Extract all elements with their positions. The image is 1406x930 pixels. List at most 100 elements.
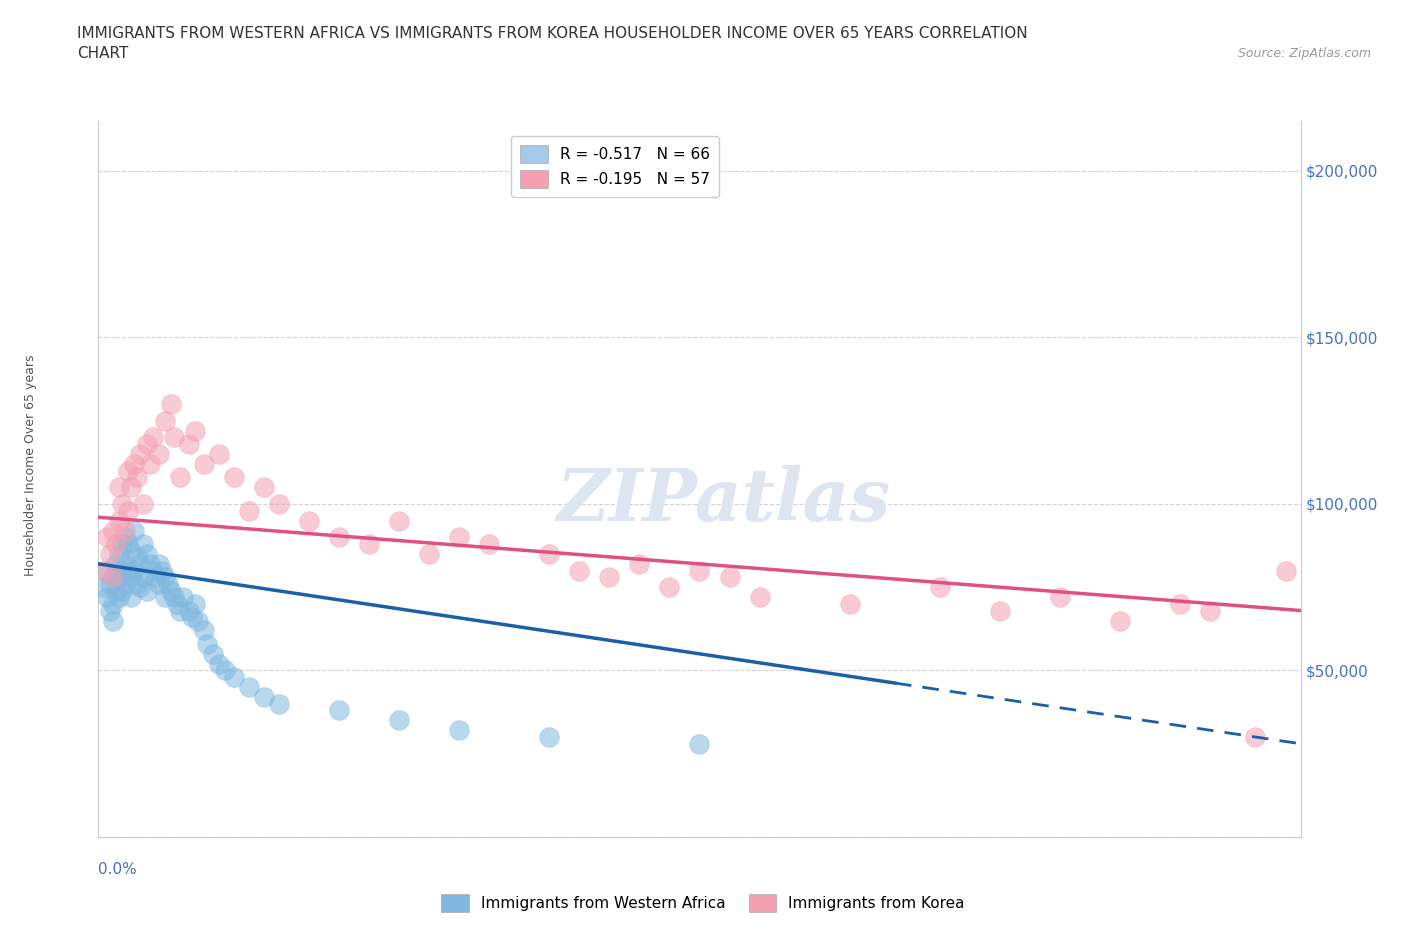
Point: [177, 436, 200, 451]
Point: [105, 583, 128, 598]
Point: [159, 396, 181, 411]
Point: [141, 563, 163, 578]
Point: [183, 596, 205, 611]
Point: [121, 590, 143, 604]
Point: [929, 579, 952, 594]
Point: [447, 723, 470, 737]
Point: [114, 530, 136, 545]
Text: CHART: CHART: [77, 46, 129, 61]
Point: [447, 530, 470, 545]
Point: [478, 537, 501, 551]
Point: [103, 570, 125, 585]
Point: [103, 524, 125, 538]
Point: [169, 470, 191, 485]
Point: [124, 524, 146, 538]
Point: [193, 457, 215, 472]
Legend: Immigrants from Western Africa, Immigrants from Korea: Immigrants from Western Africa, Immigran…: [434, 888, 972, 918]
Point: [328, 703, 350, 718]
Point: [172, 590, 194, 604]
Point: [298, 513, 321, 528]
Text: Householder Income Over 65 years: Householder Income Over 65 years: [24, 354, 38, 576]
Point: [1274, 563, 1296, 578]
Point: [195, 636, 218, 651]
Point: [108, 547, 131, 562]
Point: [127, 470, 149, 485]
Point: [100, 547, 122, 562]
Point: [108, 480, 131, 495]
Point: [100, 603, 122, 618]
Point: [96, 530, 118, 545]
Point: [129, 556, 152, 571]
Point: [111, 563, 134, 578]
Point: [628, 556, 651, 571]
Text: IMMIGRANTS FROM WESTERN AFRICA VS IMMIGRANTS FROM KOREA HOUSEHOLDER INCOME OVER : IMMIGRANTS FROM WESTERN AFRICA VS IMMIGR…: [77, 26, 1028, 41]
Text: ZIPatlas: ZIPatlas: [557, 465, 890, 536]
Point: [568, 563, 591, 578]
Point: [1049, 590, 1071, 604]
Point: [117, 503, 139, 518]
Point: [214, 663, 236, 678]
Point: [103, 613, 125, 628]
Point: [135, 547, 157, 562]
Point: [208, 446, 231, 461]
Point: [267, 497, 290, 512]
Point: [162, 430, 184, 445]
Point: [153, 413, 176, 428]
Point: [132, 497, 155, 512]
Point: [145, 570, 167, 585]
Point: [129, 579, 152, 594]
Point: [111, 537, 134, 551]
Point: [127, 577, 149, 591]
Point: [103, 570, 125, 585]
Point: [148, 446, 170, 461]
Point: [111, 583, 134, 598]
Point: [138, 556, 160, 571]
Point: [148, 577, 170, 591]
Point: [418, 547, 440, 562]
Point: [117, 563, 139, 578]
Point: [129, 446, 152, 461]
Point: [1199, 603, 1222, 618]
Point: [117, 537, 139, 551]
Point: [1109, 613, 1132, 628]
Point: [127, 550, 149, 565]
Point: [169, 603, 191, 618]
Point: [238, 503, 260, 518]
Point: [598, 570, 620, 585]
Point: [96, 590, 118, 604]
Point: [93, 563, 115, 578]
Point: [132, 570, 155, 585]
Point: [124, 563, 146, 578]
Point: [718, 570, 741, 585]
Point: [222, 470, 245, 485]
Point: [177, 603, 200, 618]
Point: [222, 670, 245, 684]
Text: Source: ZipAtlas.com: Source: ZipAtlas.com: [1237, 46, 1371, 60]
Point: [748, 590, 770, 604]
Point: [162, 590, 184, 604]
Point: [253, 690, 276, 705]
Point: [111, 497, 134, 512]
Point: [1244, 730, 1267, 745]
Point: [153, 590, 176, 604]
Point: [253, 480, 276, 495]
Point: [159, 583, 181, 598]
Point: [688, 563, 710, 578]
Point: [121, 480, 143, 495]
Point: [135, 436, 157, 451]
Legend: R = -0.517   N = 66, R = -0.195   N = 57: R = -0.517 N = 66, R = -0.195 N = 57: [512, 136, 720, 197]
Point: [93, 579, 115, 594]
Point: [538, 730, 561, 745]
Point: [201, 646, 224, 661]
Point: [114, 524, 136, 538]
Point: [658, 579, 681, 594]
Point: [135, 583, 157, 598]
Point: [538, 547, 561, 562]
Point: [148, 556, 170, 571]
Point: [96, 563, 118, 578]
Point: [108, 513, 131, 528]
Point: [105, 537, 128, 551]
Point: [100, 577, 122, 591]
Point: [357, 537, 380, 551]
Point: [187, 613, 209, 628]
